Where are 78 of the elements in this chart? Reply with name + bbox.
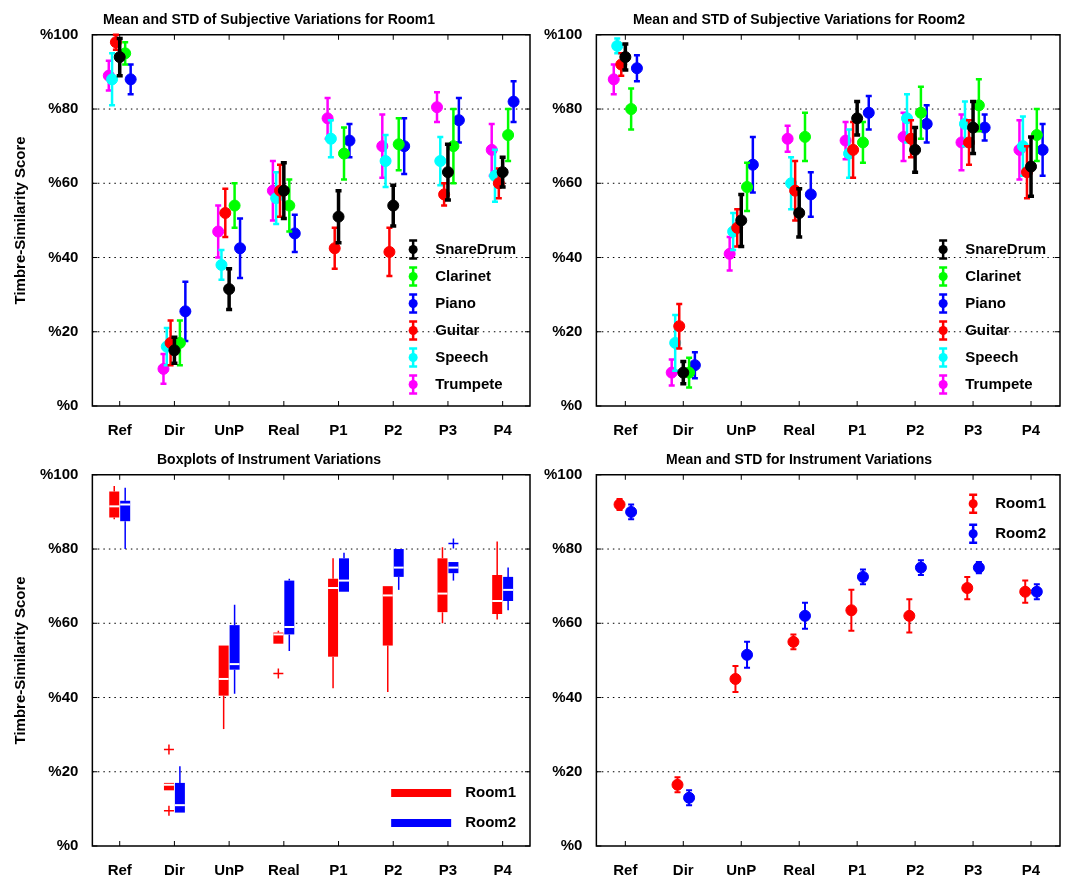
x-tick-label: P2 [905,861,925,879]
legend-label: Clarinet [435,266,491,284]
x-tick-label: Ref [613,421,639,439]
x-tick-label: Ref [613,861,639,879]
y-axis-title: Timbre-Similarity Score [11,136,29,305]
chart-title: Mean and STD of Subjective Variations for Room2 [632,11,966,28]
y-tick-label: %60 [48,613,79,631]
x-tick-label: Dir [672,421,694,439]
x-tick-label: UnP [726,421,757,439]
x-tick-label: Real [783,861,816,879]
x-tick-label: P4 [1021,861,1041,879]
x-tick-label: Dir [164,861,185,879]
legend-label: Guitar [965,320,1010,338]
x-tick-label: Real [267,861,300,879]
x-tick-label: P4 [493,421,513,439]
x-tick-label: UnP [214,861,245,879]
legend-label: Room2 [465,813,517,831]
x-tick-label: P1 [329,861,348,879]
x-tick-label: P1 [329,421,348,439]
x-tick-label: P2 [905,421,925,439]
y-tick-label: %60 [48,173,79,191]
y-tick-label: %0 [560,396,583,414]
legend-label: Speech [435,347,489,365]
legend-label: Clarinet [965,266,1021,284]
legend-label: Room1 [465,783,517,801]
x-tick-label: P3 [963,861,983,879]
y-tick-label: %100 [39,464,79,482]
legend-label: SnareDrum [965,239,1046,257]
x-tick-label: Dir [672,861,694,879]
y-tick-label: %20 [552,321,583,339]
x-tick-label: Dir [164,421,185,439]
y-tick-label: %20 [48,761,79,779]
legend-label: Room1 [995,493,1047,511]
x-tick-label: P4 [1021,421,1041,439]
y-tick-label: %40 [552,687,583,705]
y-tick-label: %40 [48,687,79,705]
y-tick-label: %80 [552,539,583,557]
x-tick-label: P2 [384,861,403,879]
legend-label: Trumpete [435,374,503,392]
y-axis-title: Timbre-Similarity Score [11,576,29,745]
x-tick-label: Ref [107,421,133,439]
legend-label: Piano [965,293,1006,311]
y-tick-label: %40 [552,247,583,265]
y-tick-label: %100 [543,24,583,42]
x-tick-label: UnP [214,421,245,439]
y-tick-label: %20 [48,321,79,339]
y-tick-label: %80 [48,539,79,557]
y-tick-label: %40 [48,247,79,265]
legend-label: Piano [435,293,476,311]
y-tick-label: %100 [543,464,583,482]
y-tick-label: %0 [56,836,79,854]
x-tick-label: P3 [438,421,458,439]
y-tick-label: %0 [560,836,583,854]
x-tick-label: UnP [726,861,757,879]
y-tick-label: %0 [56,396,79,414]
x-tick-label: P2 [384,421,403,439]
y-tick-label: %20 [552,761,583,779]
legend-label: Speech [965,347,1019,365]
legend-label: Guitar [435,320,480,338]
x-tick-label: P3 [438,861,458,879]
y-tick-label: %80 [552,99,583,117]
x-tick-label: P1 [847,861,867,879]
y-tick-label: %60 [552,173,583,191]
chart-title: Mean and STD of Subjective Variations for Room1 [102,11,436,28]
x-tick-label: Real [783,421,816,439]
legend-label: Trumpete [965,374,1033,392]
y-tick-label: %100 [39,24,79,42]
x-tick-label: Real [267,421,300,439]
legend-label: Room2 [995,523,1047,541]
legend-label: SnareDrum [435,239,516,257]
chart-title: Boxplots of Instrument Variations [156,451,382,468]
y-tick-label: %80 [48,99,79,117]
x-tick-label: P3 [963,421,983,439]
x-tick-label: P4 [493,861,513,879]
x-tick-label: P1 [847,421,867,439]
chart-title: Mean and STD for Instrument Variations [665,451,933,468]
x-tick-label: Ref [107,861,133,879]
y-tick-label: %60 [552,613,583,631]
